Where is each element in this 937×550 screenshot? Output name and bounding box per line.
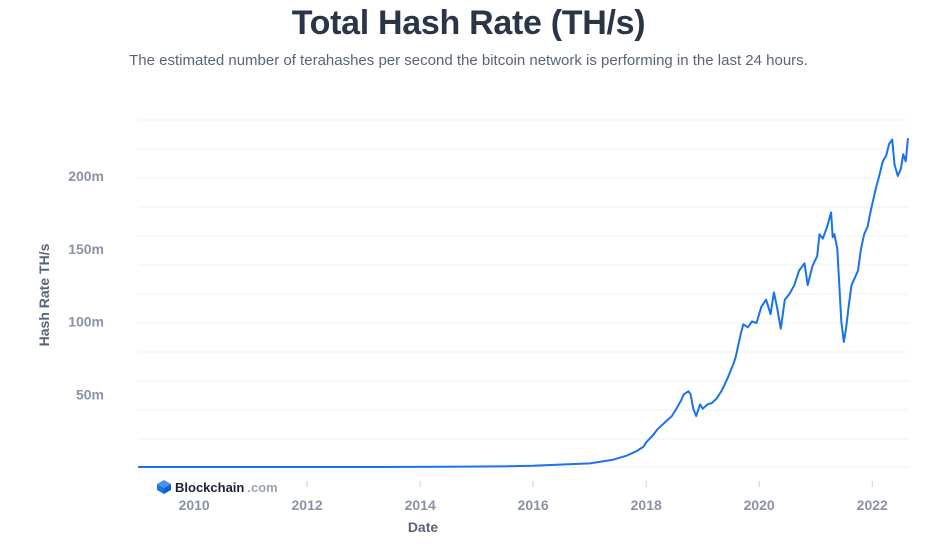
x-axis-title: Date [408, 519, 439, 535]
y-axis-ticks: 50m 100m 150m 200m [68, 168, 104, 402]
x-axis-ticks: 2010 2012 2014 2016 2018 2020 2022 [179, 481, 888, 513]
y-tick-label: 100m [68, 314, 104, 330]
chart-subtitle: The estimated number of terahashes per s… [129, 52, 808, 69]
x-tick-label: 2014 [405, 497, 436, 513]
x-tick-label: 2022 [857, 497, 888, 513]
y-tick-label: 200m [68, 168, 104, 184]
blockchain-brand: Blockchain .com [156, 478, 278, 496]
y-tick-label: 50m [76, 386, 104, 402]
blockchain-cube-icon [157, 480, 171, 494]
x-tick-label: 2016 [518, 497, 549, 513]
chart-title: Total Hash Rate (TH/s) [291, 4, 646, 42]
brand-name: Blockchain [175, 479, 245, 495]
x-tick-label: 2012 [292, 497, 323, 513]
x-tick-label: 2020 [744, 497, 775, 513]
x-tick-label: 2018 [631, 497, 662, 513]
grid-lines [138, 119, 908, 468]
hash-rate-line [138, 138, 909, 468]
y-tick-label: 150m [68, 241, 104, 257]
y-axis-title: Hash Rate TH/s [36, 243, 52, 346]
x-tick-label: 2010 [179, 497, 210, 513]
brand-suffix: .com [247, 479, 278, 495]
